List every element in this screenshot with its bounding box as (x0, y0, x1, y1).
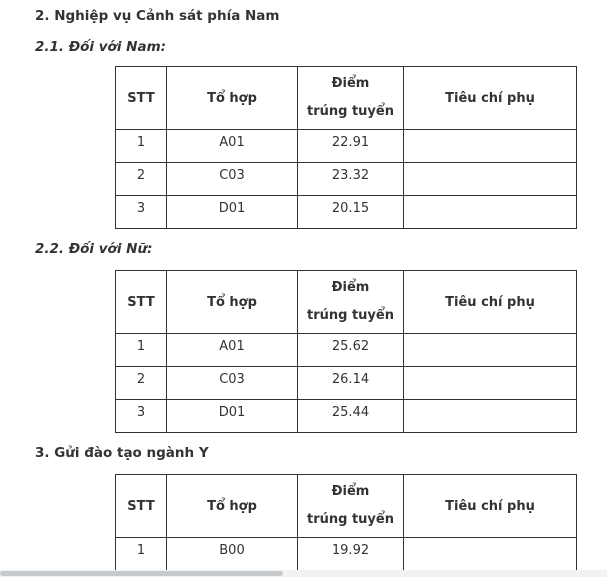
cell-diem: 25.44 (297, 399, 404, 433)
cell-diem: 23.32 (297, 162, 404, 196)
cell-stt: 3 (115, 195, 167, 229)
table-header-row: STT Tổ hợp Điểm trúng tuyển Tiêu chí phụ (115, 474, 577, 538)
cell-to-hop: C03 (166, 162, 298, 196)
section-3-heading: 3. Gửi đào tạo ngành Y (35, 445, 209, 461)
table-nu: STT Tổ hợp Điểm trúng tuyển Tiêu chí phụ… (115, 270, 577, 433)
cell-stt: 3 (115, 399, 167, 433)
cell-to-hop: A01 (166, 129, 298, 163)
table-row: 1 B00 19.92 (115, 537, 577, 571)
header-stt: STT (115, 474, 167, 538)
horizontal-scrollbar-thumb[interactable] (0, 571, 283, 576)
cell-tieu-chi (403, 333, 577, 367)
cell-tieu-chi (403, 366, 577, 400)
header-to-hop: Tổ hợp (166, 66, 298, 130)
header-to-hop: Tổ hợp (166, 474, 298, 538)
header-diem-trung-tuyen: Điểm trúng tuyển (297, 270, 404, 334)
table-row: 3 D01 20.15 (115, 195, 577, 229)
cell-to-hop: D01 (166, 399, 298, 433)
cell-stt: 2 (115, 366, 167, 400)
section-2-2-heading: 2.2. Đối với Nữ: (35, 241, 153, 257)
cell-to-hop: C03 (166, 366, 298, 400)
cell-tieu-chi (403, 399, 577, 433)
cell-diem: 26.14 (297, 366, 404, 400)
table-row: 1 A01 25.62 (115, 333, 577, 367)
cell-stt: 2 (115, 162, 167, 196)
cell-to-hop: D01 (166, 195, 298, 229)
header-stt: STT (115, 66, 167, 130)
cell-stt: 1 (115, 537, 167, 571)
header-stt: STT (115, 270, 167, 334)
header-diem-trung-tuyen: Điểm trúng tuyển (297, 474, 404, 538)
cell-diem: 19.92 (297, 537, 404, 571)
header-tieu-chi-phu: Tiêu chí phụ (403, 66, 577, 130)
cell-to-hop: B00 (166, 537, 298, 571)
cell-diem: 25.62 (297, 333, 404, 367)
header-to-hop: Tổ hợp (166, 270, 298, 334)
section-2-heading: 2. Nghiệp vụ Cảnh sát phía Nam (35, 8, 280, 24)
header-tieu-chi-phu: Tiêu chí phụ (403, 474, 577, 538)
cell-stt: 1 (115, 333, 167, 367)
table-row: 1 A01 22.91 (115, 129, 577, 163)
table-header-row: STT Tổ hợp Điểm trúng tuyển Tiêu chí phụ (115, 66, 577, 130)
cell-to-hop: A01 (166, 333, 298, 367)
cell-tieu-chi (403, 537, 577, 571)
cell-stt: 1 (115, 129, 167, 163)
horizontal-scrollbar-track[interactable] (0, 570, 607, 577)
cell-tieu-chi (403, 162, 577, 196)
header-diem-trung-tuyen: Điểm trúng tuyển (297, 66, 404, 130)
section-2-1-heading: 2.1. Đối với Nam: (35, 39, 167, 55)
cell-diem: 22.91 (297, 129, 404, 163)
table-row: 2 C03 26.14 (115, 366, 577, 400)
table-header-row: STT Tổ hợp Điểm trúng tuyển Tiêu chí phụ (115, 270, 577, 334)
cell-tieu-chi (403, 129, 577, 163)
table-y: STT Tổ hợp Điểm trúng tuyển Tiêu chí phụ… (115, 474, 577, 571)
table-nam: STT Tổ hợp Điểm trúng tuyển Tiêu chí phụ… (115, 66, 577, 229)
table-row: 3 D01 25.44 (115, 399, 577, 433)
cell-tieu-chi (403, 195, 577, 229)
table-row: 2 C03 23.32 (115, 162, 577, 196)
header-tieu-chi-phu: Tiêu chí phụ (403, 270, 577, 334)
cell-diem: 20.15 (297, 195, 404, 229)
